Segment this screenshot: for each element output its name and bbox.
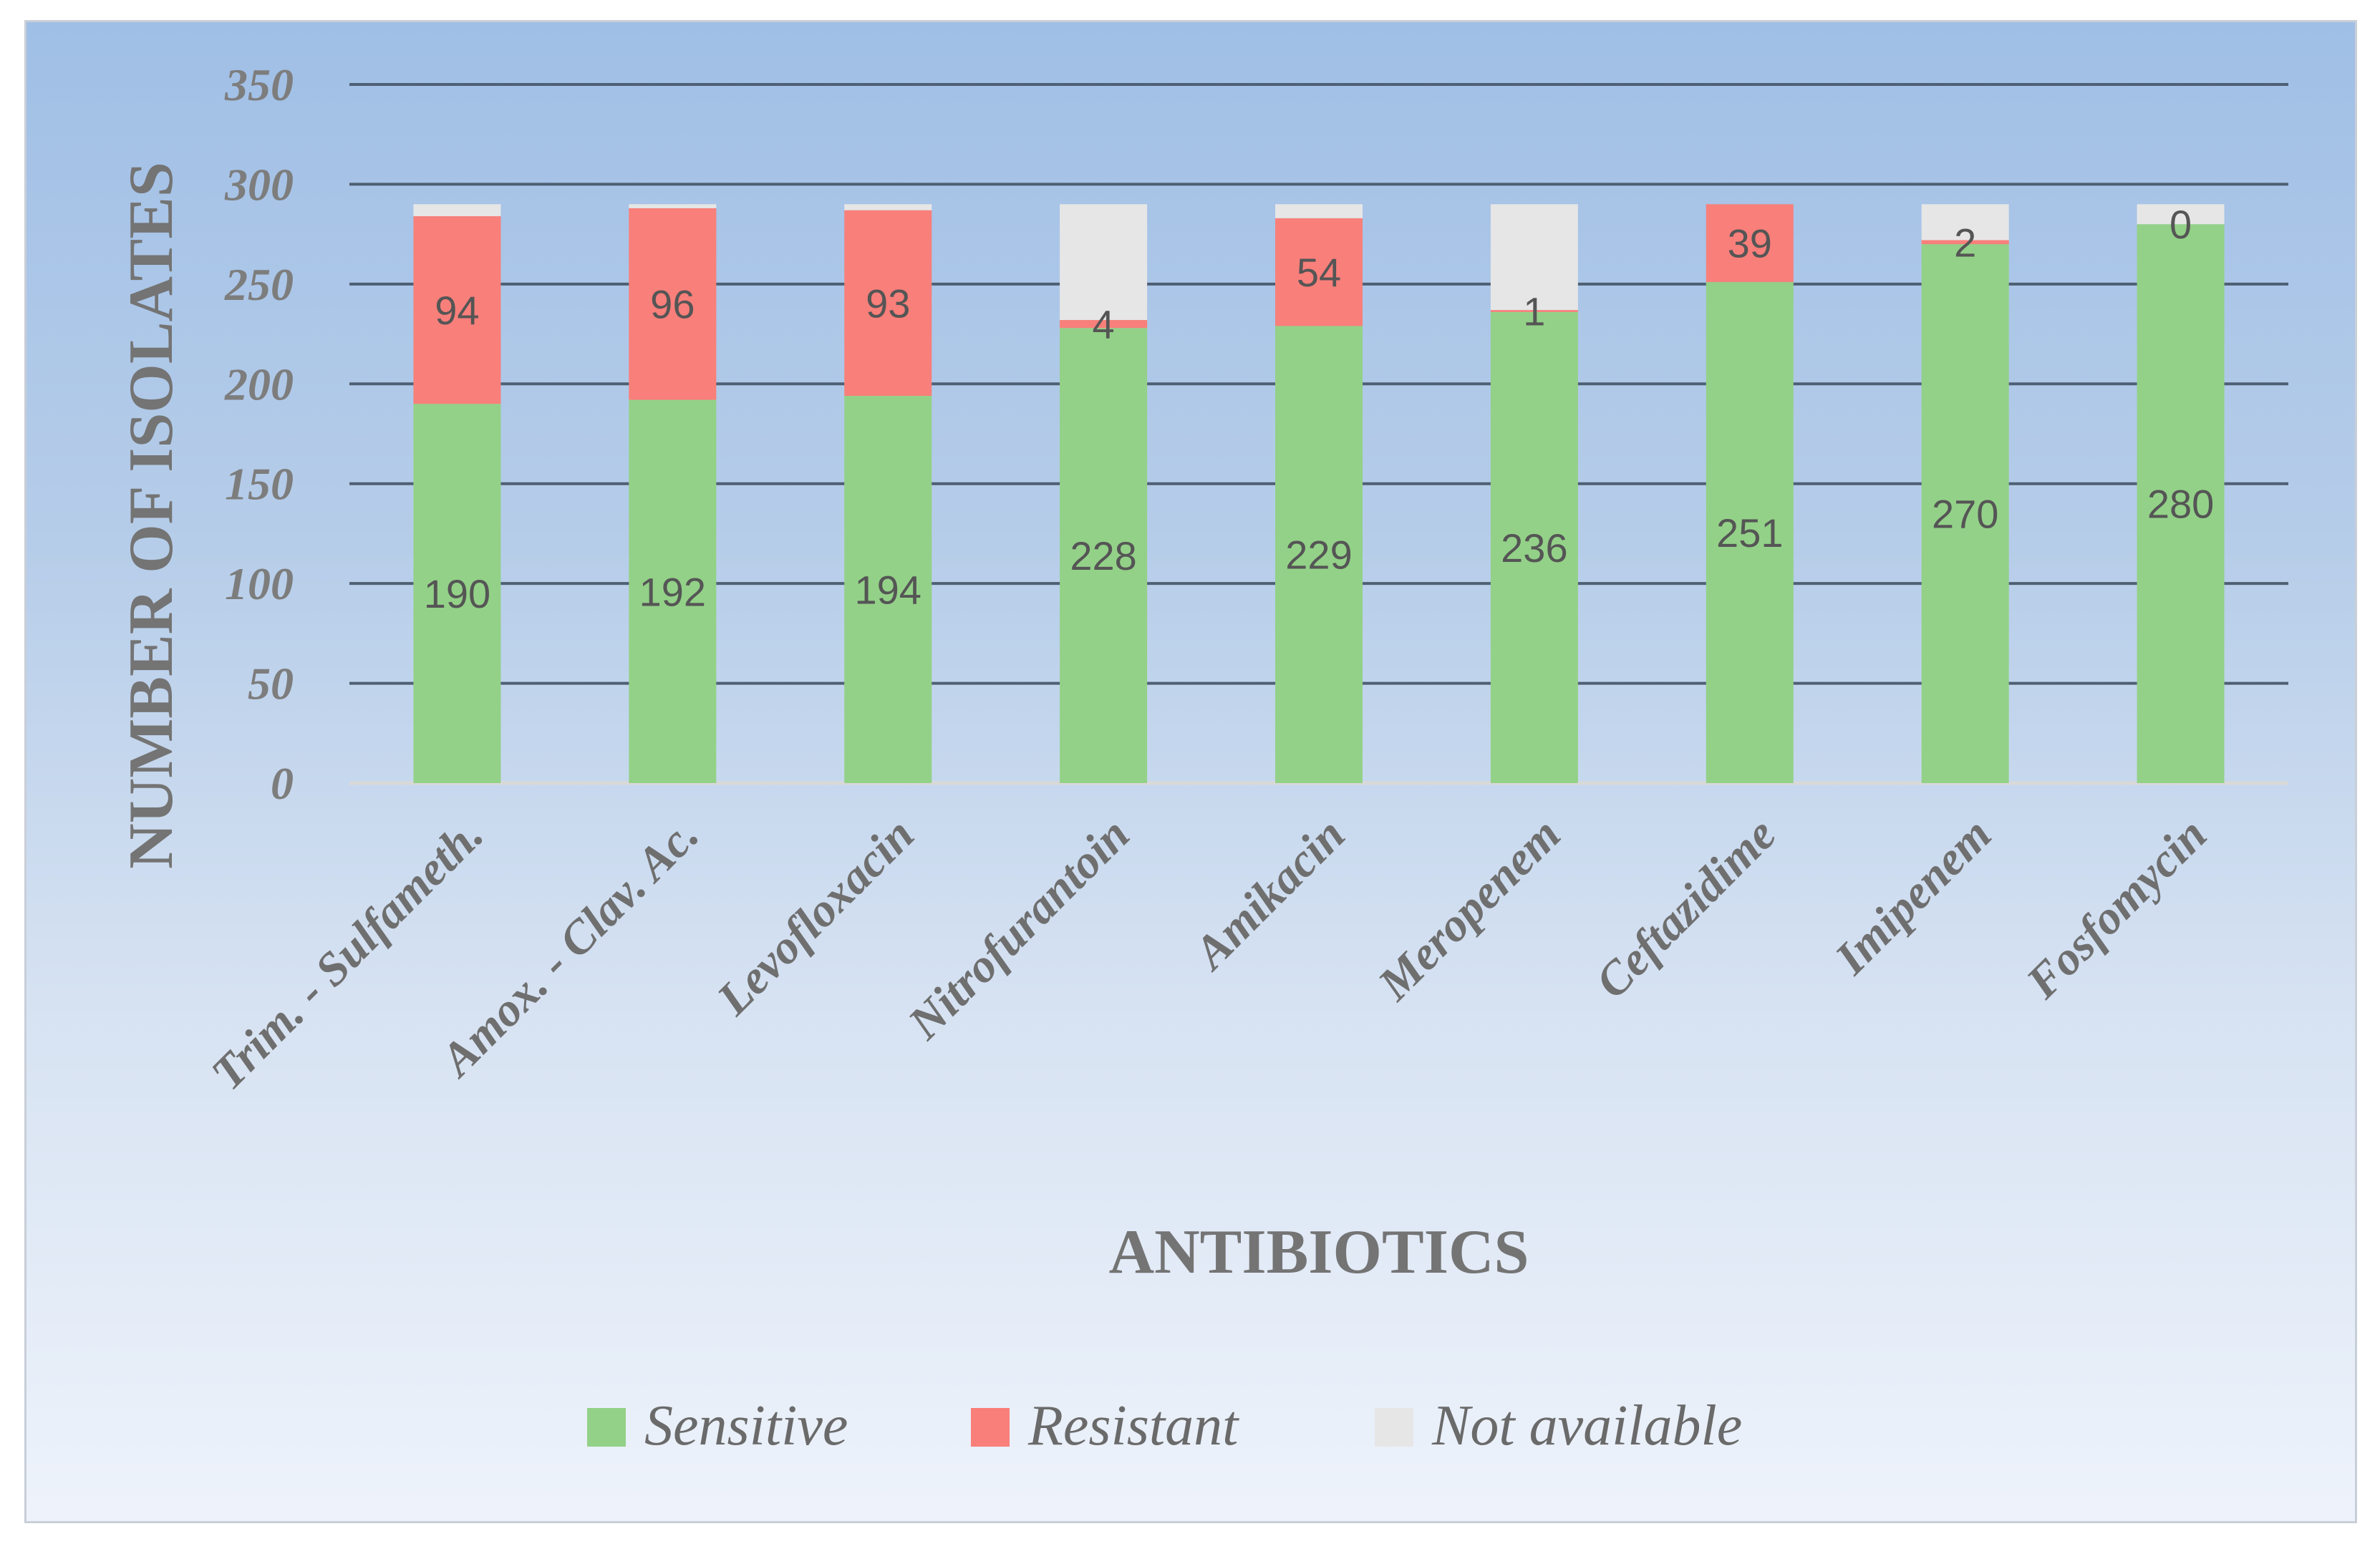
data-label-resistant: 0 [2169,202,2192,247]
bar-resistant [1706,204,1794,283]
bar-sensitive [629,399,717,783]
data-label-sensitive: 270 [1932,492,1998,537]
legend-label: Resistant [1027,1394,1239,1457]
data-label-resistant: 1 [1523,289,1545,334]
data-label-sensitive: 192 [639,569,706,614]
bar-resistant [1490,310,1578,312]
y-tick-label: 250 [224,259,294,310]
bar-not-available [2137,204,2225,225]
bar-resistant [1275,218,1363,326]
bar-sensitive [1921,244,2009,784]
bar-not-available [629,204,717,208]
data-label-sensitive: 251 [1716,510,1783,555]
data-label-sensitive: 229 [1285,533,1352,578]
x-category-label: Ceftazidime [1586,808,1786,1009]
bar-not-available [1490,204,1578,311]
y-tick-label: 200 [224,359,294,409]
x-category-label: Amikacin [1182,808,1355,981]
bar-sensitive [2137,224,2225,783]
bar-resistant [1060,320,1148,329]
data-label-sensitive: 228 [1070,533,1136,578]
x-category-label: Imipenem [1824,808,2001,985]
legend-swatch-resistant [971,1408,1010,1447]
data-label-resistant: 4 [1093,302,1115,347]
bar-not-available [413,204,501,217]
data-label-sensitive: 236 [1501,525,1567,570]
x-category-label: Levofloxacin [707,808,924,1026]
data-labels: 190 94 192 96 194 93 228 4 229 54 236 1 251 39 270 2 280… [424,202,2215,616]
x-category-label: Meropenem [1368,808,1570,1011]
y-axis-ticks: 0 50 100 150 200 250 300 350 [224,59,294,809]
x-axis-categories: Trim. - Sulfameth.Amox. - Clav. Ac.Levof… [201,808,2217,1100]
data-label-sensitive: 280 [2147,482,2214,527]
y-tick-label: 50 [248,659,294,709]
y-tick-label: 300 [224,159,294,210]
legend-swatch-sensitive [587,1408,626,1447]
data-label-resistant: 39 [1728,221,1772,266]
y-tick-label: 100 [225,558,294,609]
y-tick-label: 150 [225,459,294,510]
bar-sensitive [413,404,501,783]
bar-sensitive [844,396,932,783]
x-axis-title: ANTIBIOTICS [1109,1218,1529,1287]
bar-not-available [1275,204,1363,218]
bars [413,204,2225,784]
bar-sensitive [1706,282,1794,783]
data-label-resistant: 54 [1297,250,1341,295]
bar-resistant [844,210,932,397]
bar-sensitive [1275,326,1363,784]
bar-resistant [413,216,501,404]
data-label-sensitive: 194 [855,568,921,613]
y-tick-label: 350 [224,59,294,110]
x-category-label: Fosfomycin [2016,808,2217,1009]
data-label-resistant: 93 [866,281,910,326]
bar-not-available [844,204,932,210]
bar-sensitive [1060,328,1148,784]
data-label-resistant: 2 [1954,220,1976,265]
bar-resistant [629,208,717,400]
x-category-label: Nitrofurantoin [898,808,1140,1050]
bar-resistant [1921,240,2009,245]
data-label-resistant: 94 [435,288,479,333]
bar-not-available [1060,204,1148,321]
y-axis-title: NUMBER OF ISOLATES [117,162,186,869]
bar-not-available [1921,204,2009,241]
legend-label: Not available [1431,1394,1742,1457]
data-label-sensitive: 190 [424,571,490,616]
y-tick-label: 0 [271,758,294,809]
legend-swatch-not-available [1375,1408,1413,1447]
bar-sensitive [1490,311,1578,783]
legend: Sensitive Resistant Not available [587,1394,1742,1457]
legend-label: Sensitive [644,1394,848,1457]
data-label-resistant: 96 [650,282,695,327]
